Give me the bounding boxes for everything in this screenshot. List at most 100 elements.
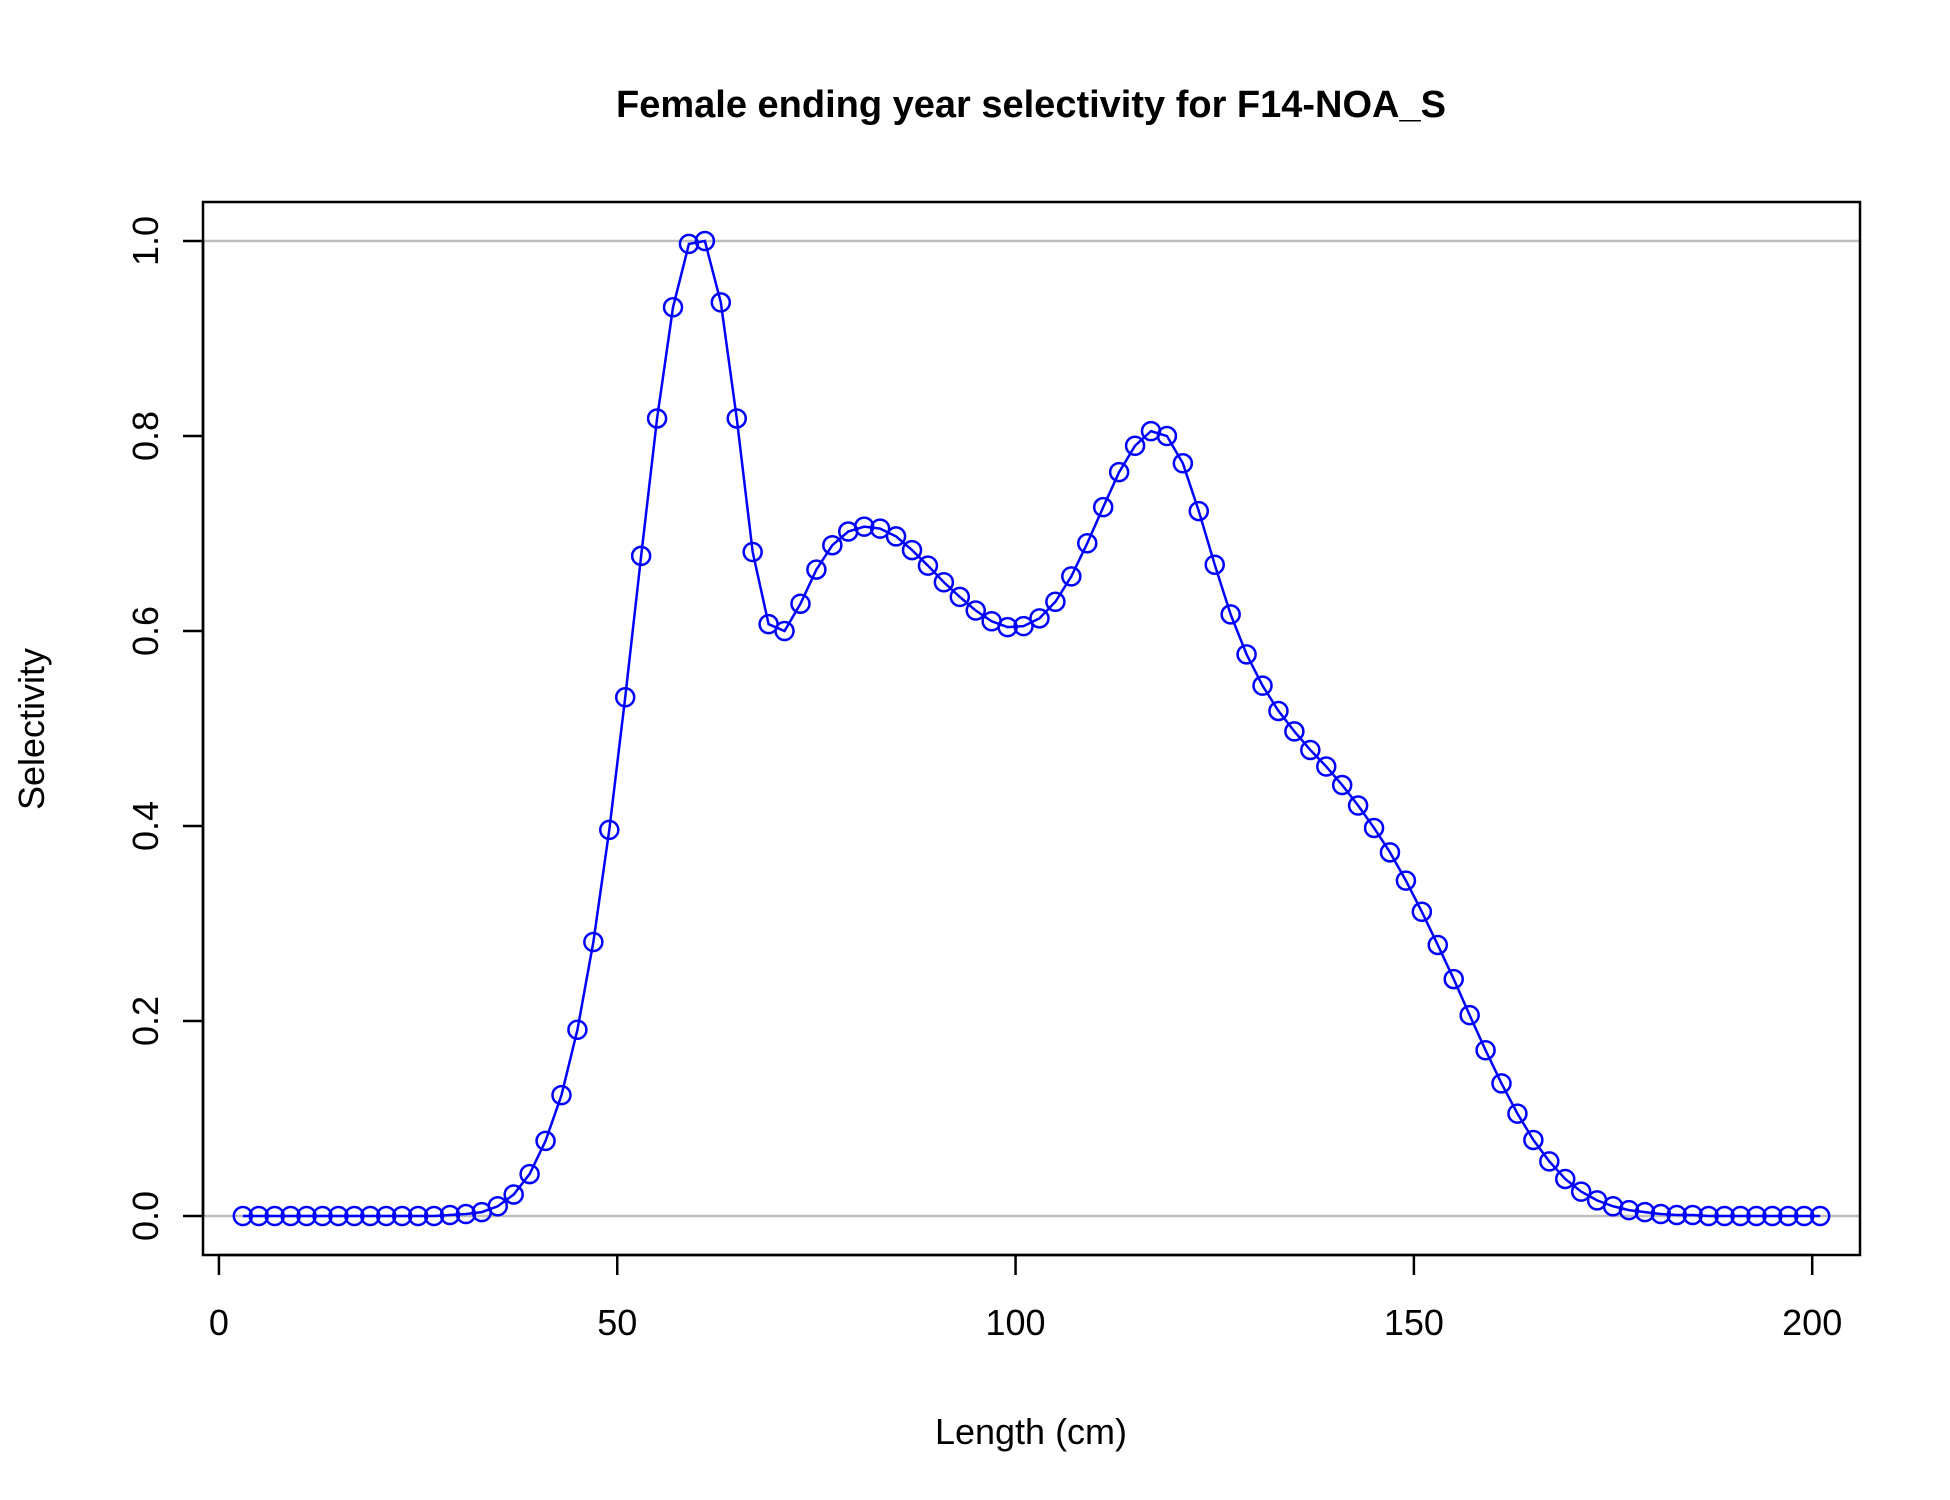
x-tick-label: 150: [1384, 1302, 1444, 1343]
data-point: [853, 516, 875, 537]
data-point: [646, 408, 668, 429]
data-point: [1029, 608, 1050, 629]
data-point: [1077, 533, 1098, 554]
data-point: [599, 819, 620, 841]
data-point: [1539, 1151, 1560, 1172]
data-point: [296, 1205, 317, 1227]
data-point: [1124, 435, 1146, 456]
data-point: [1555, 1168, 1576, 1190]
data-point: [901, 539, 923, 561]
data-point: [662, 297, 684, 318]
data-point: [360, 1205, 381, 1227]
data-point: [1045, 591, 1066, 612]
data-point: [790, 593, 811, 614]
data-point: [742, 541, 763, 563]
data-point: [1491, 1073, 1512, 1094]
data-point: [1730, 1205, 1751, 1227]
chart-title: Female ending year selectivity for F14-N…: [616, 84, 1446, 126]
data-point: [1698, 1205, 1719, 1227]
data-point: [1650, 1203, 1672, 1225]
data-point: [248, 1205, 270, 1227]
series-layer: [232, 230, 1831, 1227]
data-point: [949, 586, 971, 608]
data-point: [567, 1019, 588, 1041]
y-tick-label: 0.2: [125, 996, 166, 1046]
data-point: [1316, 756, 1337, 777]
data-point: [774, 620, 795, 642]
data-point: [280, 1205, 301, 1227]
data-point: [630, 545, 652, 567]
y-tick-label: 0.4: [125, 801, 166, 851]
data-point: [1666, 1204, 1688, 1226]
data-point: [1188, 500, 1210, 522]
data-point: [997, 616, 1018, 638]
data-point: [917, 555, 939, 576]
data-point: [1682, 1204, 1703, 1226]
data-point: [1793, 1205, 1815, 1227]
data-point: [1714, 1205, 1735, 1227]
data-point: [1443, 968, 1464, 990]
data-point: [407, 1205, 429, 1227]
data-point: [551, 1084, 572, 1106]
data-point: [1268, 700, 1289, 722]
data-point: [519, 1163, 540, 1185]
data-point: [503, 1184, 524, 1205]
data-point: [726, 408, 747, 429]
data-point: [1809, 1205, 1831, 1227]
data-point: [1618, 1199, 1640, 1221]
reference-lines: [203, 239, 1860, 1218]
data-point: [965, 600, 986, 621]
series-line-0: [242, 239, 1821, 1218]
data-point: [1172, 453, 1194, 474]
data-point: [583, 931, 604, 953]
data-point: [264, 1205, 285, 1227]
data-point: [885, 526, 907, 547]
data-point: [423, 1205, 445, 1227]
data-point: [535, 1130, 556, 1152]
data-point: [1013, 615, 1034, 637]
data-point: [391, 1205, 413, 1227]
data-point: [1061, 566, 1082, 587]
data-point: [710, 292, 732, 313]
y-axis: 0.0 0.2 0.4 0.6 0.8 1.0: [125, 216, 205, 1241]
y-tick-label: 0.6: [125, 606, 166, 656]
data-point: [344, 1205, 365, 1227]
data-point: [1300, 739, 1321, 761]
data-point: [312, 1205, 333, 1227]
data-point: [869, 518, 891, 539]
data-point: [1156, 425, 1178, 447]
data-point: [822, 534, 843, 556]
x-tick-label: 50: [597, 1302, 637, 1343]
data-point: [1762, 1205, 1783, 1227]
data-point: [1570, 1181, 1592, 1202]
data-point: [1331, 774, 1353, 796]
data-point: [614, 687, 636, 708]
y-tick-label: 0.8: [125, 411, 166, 461]
x-tick-label: 0: [209, 1302, 229, 1343]
data-point: [1347, 795, 1369, 816]
data-point: [439, 1204, 461, 1226]
data-point: [455, 1203, 477, 1225]
data-point: [1363, 817, 1385, 839]
data-point: [806, 559, 827, 580]
data-point: [1092, 496, 1114, 518]
data-point: [1284, 721, 1305, 742]
data-point: [1395, 870, 1417, 891]
data-point: [1411, 901, 1433, 923]
data-point: [1236, 644, 1257, 665]
data-point: [694, 230, 716, 252]
data-point: [1634, 1201, 1656, 1223]
y-tick-label: 1.0: [125, 216, 166, 266]
y-tick-label: 0.0: [125, 1191, 166, 1241]
data-point: [1427, 934, 1449, 956]
data-point: [232, 1205, 254, 1227]
data-point: [1475, 1040, 1496, 1061]
data-point: [933, 572, 955, 593]
x-axis-title: Length (cm): [935, 1411, 1127, 1452]
data-point: [1108, 461, 1130, 483]
data-point: [1252, 675, 1273, 696]
data-point: [1204, 554, 1225, 575]
data-point: [1507, 1103, 1528, 1124]
data-point: [1778, 1205, 1799, 1227]
data-point: [328, 1205, 349, 1227]
